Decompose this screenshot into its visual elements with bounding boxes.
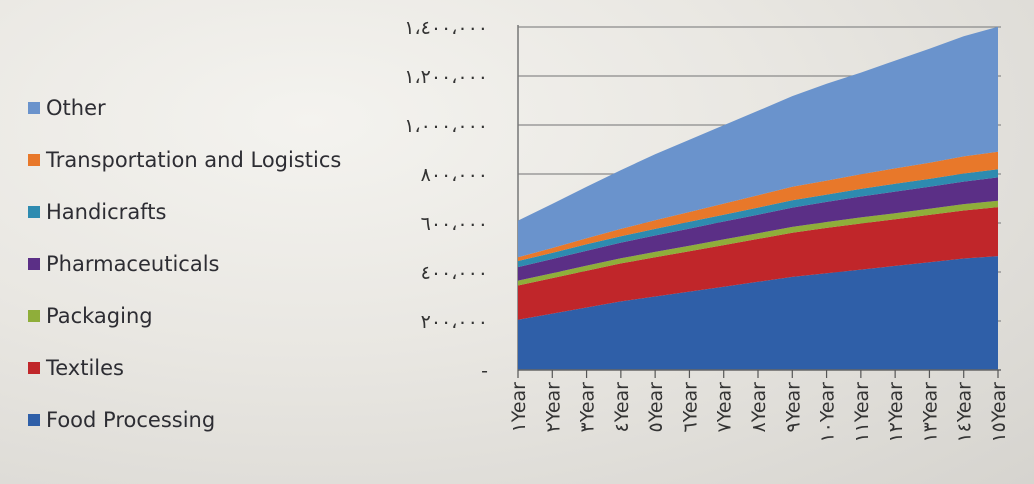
x-tick-label: ٢Year (542, 382, 564, 433)
legend-label: Textiles (46, 356, 125, 380)
legend-item-pharmaceuticals: Pharmaceuticals (28, 238, 358, 290)
area-series-handicrafts (518, 169, 998, 268)
legend-swatch-transportation (28, 154, 40, 166)
x-tick-label: ١Year (508, 382, 530, 433)
y-tick-label: ٤٠٠،٠٠٠ (421, 262, 488, 284)
legend-swatch-packaging (28, 310, 40, 322)
x-tick-label: ٩Year (782, 382, 804, 433)
y-tick-label: ١،٢٠٠،٠٠٠ (404, 66, 488, 88)
x-tick-label: ١١Year (851, 382, 873, 443)
area-series-pharmaceuticals (518, 177, 998, 281)
y-tick-label: - (481, 360, 488, 382)
y-tick-label: ١،٤٠٠،٠٠٠ (404, 17, 488, 39)
y-tick-label: ٢٠٠،٠٠٠ (421, 311, 488, 333)
legend-item-handicrafts: Handicrafts (28, 186, 358, 238)
x-tick-label: ٧Year (714, 382, 736, 433)
x-tick-label: ١٣Year (919, 382, 941, 443)
y-tick-label: ١،٠٠٠،٠٠٠ (404, 115, 488, 137)
legend-label: Food Processing (46, 408, 216, 432)
legend-label: Transportation and Logistics (46, 148, 342, 172)
legend-item-packaging: Packaging (28, 290, 358, 342)
legend-swatch-other (28, 102, 40, 114)
x-tick-label: ١٥Year (988, 382, 1010, 443)
legend-item-textiles: Textiles (28, 342, 358, 394)
area-series-packaging (518, 200, 998, 286)
x-tick-label: ٦Year (679, 382, 701, 433)
stacked-area-chart: - ٢٠٠،٠٠٠ ٤٠٠،٠٠٠ ٦٠٠،٠٠٠ ٨٠٠،٠٠٠ ١،٠٠٠،٠٠٠ ١،… (404, 17, 1010, 443)
area-series-textiles (518, 207, 998, 320)
x-tick-label: ١٠Year (817, 382, 839, 443)
legend-label: Packaging (46, 304, 153, 328)
legend-label: Other (46, 96, 106, 120)
chart-legend: Other Transportation and Logistics Handi… (28, 82, 358, 446)
x-tick-label: ٨Year (748, 382, 770, 433)
legend-item-food-processing: Food Processing (28, 394, 358, 446)
legend-swatch-textiles (28, 362, 40, 374)
x-tick-label: ٤Year (611, 382, 633, 433)
legend-swatch-pharmaceuticals (28, 258, 40, 270)
y-tick-label: ٨٠٠،٠٠٠ (421, 164, 488, 186)
x-tick-label: ١٢Year (885, 382, 907, 443)
legend-label: Handicrafts (46, 200, 167, 224)
x-tick-label: ٣Year (577, 382, 599, 433)
legend-item-other: Other (28, 82, 358, 134)
area-series-transportation-and-logistics (518, 151, 998, 261)
legend-item-transportation: Transportation and Logistics (28, 134, 358, 186)
legend-swatch-food-processing (28, 414, 40, 426)
y-tick-label: ٦٠٠،٠٠٠ (421, 213, 488, 235)
x-tick-label: ٥Year (645, 382, 667, 433)
legend-label: Pharmaceuticals (46, 252, 220, 276)
legend-swatch-handicrafts (28, 206, 40, 218)
area-series-food-processing (518, 256, 998, 370)
x-tick-label: ١٤Year (954, 382, 976, 443)
area-series-other (518, 26, 998, 258)
